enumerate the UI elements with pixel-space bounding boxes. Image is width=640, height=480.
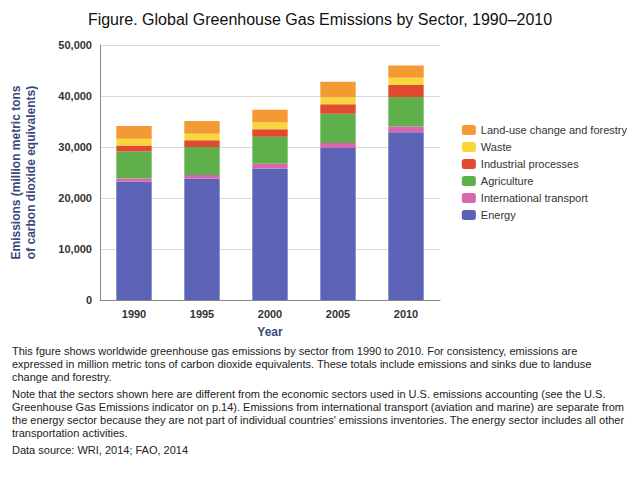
html-text:Note that the sectors shown he: Note that the sectors shown here are dif…	[12, 388, 625, 439]
svg-text:40,000: 40,000	[58, 90, 92, 102]
svg-text:1990: 1990	[122, 308, 146, 320]
svg-text:Agriculture: Agriculture	[481, 175, 534, 187]
svg-text:Emissions (million metric tons: Emissions (million metric tons	[9, 85, 23, 259]
svg-text:30,000: 30,000	[58, 141, 92, 153]
svg-text:Industrial processes: Industrial processes	[481, 158, 579, 170]
svg-text:50,000: 50,000	[58, 39, 92, 51]
svg-text:10,000: 10,000	[58, 243, 92, 255]
svg-text:0: 0	[86, 294, 92, 306]
svg-text:20,000: 20,000	[58, 192, 92, 204]
svg-text:2010: 2010	[394, 308, 418, 320]
svg-text:Waste: Waste	[481, 141, 512, 153]
svg-text:2000: 2000	[258, 308, 282, 320]
svg-text:Figure. Global Greenhouse Gas: Figure. Global Greenhouse Gas Emissions …	[88, 11, 552, 28]
svg-text:1995: 1995	[190, 308, 214, 320]
svg-text:2005: 2005	[326, 308, 350, 320]
svg-text:International transport: International transport	[481, 192, 588, 204]
svg-text:Year: Year	[257, 325, 283, 339]
svg-text:Energy: Energy	[481, 209, 516, 221]
html-text:This fgure shows worldwide gre: This fgure shows worldwide greenhouse ga…	[12, 345, 592, 383]
html-text:Data source: WRI, 2014; FAO, 2: Data source: WRI, 2014; FAO, 2014	[12, 444, 189, 456]
svg-text:of carbon dioxide equivalents): of carbon dioxide equivalents)	[24, 86, 38, 259]
svg-text:Land-use change and forestry: Land-use change and forestry	[481, 124, 628, 136]
